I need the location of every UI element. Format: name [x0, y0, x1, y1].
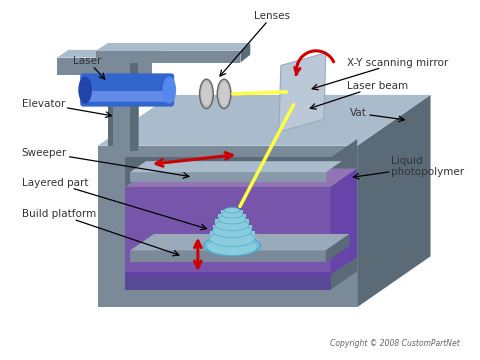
- Ellipse shape: [162, 76, 176, 104]
- Text: Lenses: Lenses: [220, 10, 290, 76]
- Ellipse shape: [205, 236, 259, 255]
- Bar: [112, 63, 139, 150]
- Bar: [210, 231, 254, 240]
- Bar: [118, 63, 125, 150]
- Polygon shape: [125, 272, 331, 289]
- Polygon shape: [125, 168, 357, 187]
- Ellipse shape: [213, 224, 252, 238]
- Polygon shape: [357, 95, 431, 307]
- Polygon shape: [130, 161, 342, 172]
- Polygon shape: [240, 43, 250, 63]
- Ellipse shape: [219, 82, 229, 105]
- FancyBboxPatch shape: [86, 91, 168, 102]
- Polygon shape: [57, 50, 163, 58]
- Bar: [112, 63, 122, 150]
- Ellipse shape: [210, 231, 254, 247]
- Polygon shape: [96, 51, 240, 63]
- Bar: [108, 66, 129, 146]
- Ellipse shape: [78, 76, 92, 104]
- Text: X-Y scanning mirror: X-Y scanning mirror: [312, 58, 449, 90]
- Text: Laser beam: Laser beam: [310, 81, 408, 109]
- Polygon shape: [130, 234, 349, 251]
- Polygon shape: [57, 58, 152, 75]
- Polygon shape: [326, 234, 349, 262]
- Ellipse shape: [216, 219, 249, 231]
- Polygon shape: [98, 95, 431, 146]
- Polygon shape: [130, 172, 326, 182]
- Polygon shape: [125, 157, 331, 289]
- Text: Laser: Laser: [73, 56, 105, 79]
- Text: Vat: Vat: [350, 108, 404, 122]
- Ellipse shape: [202, 82, 211, 105]
- Polygon shape: [98, 146, 357, 307]
- Polygon shape: [96, 43, 250, 51]
- Polygon shape: [279, 53, 326, 132]
- Bar: [108, 66, 129, 146]
- Bar: [130, 63, 138, 150]
- Text: Copyright © 2008 CustomPartNet: Copyright © 2008 CustomPartNet: [330, 339, 460, 348]
- Bar: [218, 214, 246, 220]
- Text: Elevator: Elevator: [22, 99, 111, 117]
- Ellipse shape: [200, 79, 213, 109]
- Text: Sweeper: Sweeper: [22, 148, 189, 178]
- Ellipse shape: [203, 235, 262, 256]
- Ellipse shape: [218, 214, 246, 224]
- Polygon shape: [125, 187, 331, 275]
- Text: Layered part: Layered part: [22, 178, 206, 230]
- Bar: [216, 219, 249, 226]
- Bar: [207, 239, 258, 248]
- Polygon shape: [130, 251, 326, 262]
- Ellipse shape: [217, 79, 231, 109]
- Polygon shape: [331, 168, 357, 275]
- Ellipse shape: [221, 211, 243, 218]
- Bar: [112, 63, 139, 150]
- Polygon shape: [331, 139, 357, 289]
- FancyBboxPatch shape: [80, 73, 174, 107]
- Bar: [129, 63, 139, 150]
- Bar: [221, 210, 243, 215]
- Text: Liquid
photopolymer: Liquid photopolymer: [353, 156, 465, 179]
- Ellipse shape: [207, 238, 258, 256]
- Bar: [213, 225, 252, 232]
- Text: Build platform: Build platform: [22, 209, 179, 256]
- Ellipse shape: [224, 208, 240, 213]
